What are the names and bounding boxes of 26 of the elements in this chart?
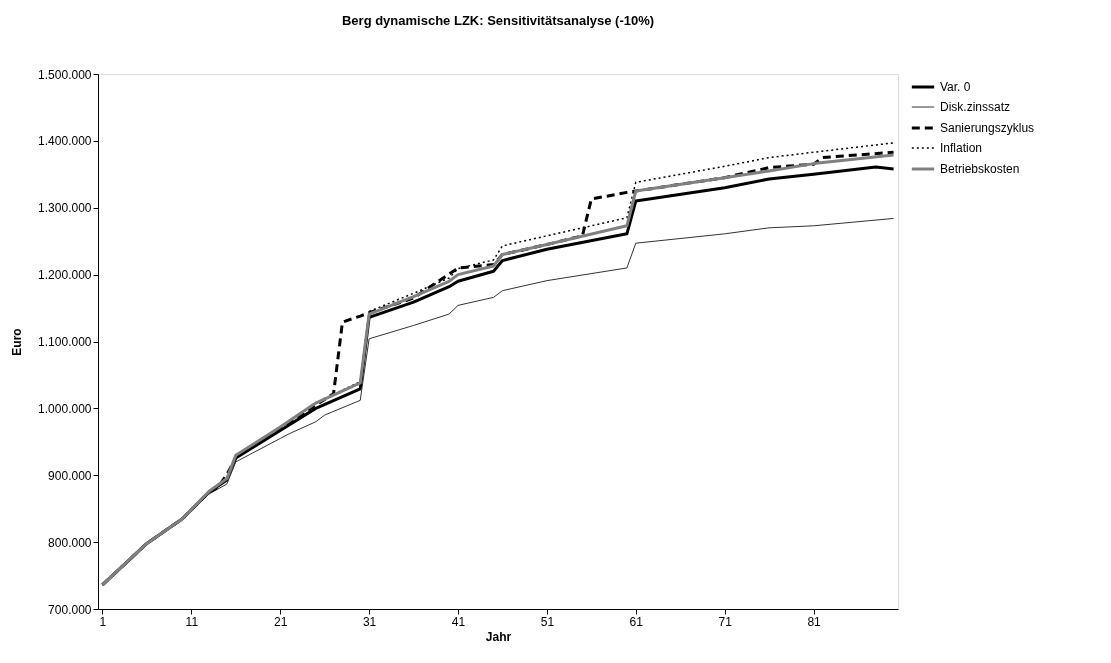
legend-label: Sanierungszyklus [940, 121, 1035, 135]
x-tick-label: 11 [185, 614, 199, 629]
x-tick-label: 31 [362, 614, 377, 629]
x-axis-title: Jahr [485, 629, 512, 644]
legend-label: Var. 0 [940, 80, 971, 94]
y-axis-title: Euro [10, 328, 25, 356]
y-tick-label: 1.300.000 [38, 201, 92, 216]
x-tick-label: 61 [629, 614, 644, 629]
legend-label: Disk.zinssatz [940, 100, 1011, 114]
y-tick-label: 900.000 [48, 468, 92, 483]
y-tick-label: 700.000 [48, 602, 92, 617]
legend-label: Inflation [940, 141, 983, 155]
y-tick-label: 1.400.000 [38, 134, 92, 149]
x-tick-label: 81 [807, 614, 822, 629]
x-tick-label: 71 [718, 614, 733, 629]
x-tick-label: 41 [451, 614, 466, 629]
x-tick-label: 51 [540, 614, 555, 629]
y-tick-label: 1.000.000 [38, 401, 92, 416]
y-tick-label: 1.500.000 [38, 67, 92, 82]
y-tick-label: 1.200.000 [38, 268, 92, 283]
x-tick-label: 21 [274, 614, 288, 629]
legend-label: Betriebskosten [940, 162, 1020, 176]
chart-title: Berg dynamische LZK: Sensitivitätsanalyse (-10%) [341, 13, 655, 28]
y-tick-label: 1.100.000 [38, 335, 92, 349]
y-tick-label: 800.000 [48, 535, 92, 550]
x-tick-label: 1 [99, 614, 107, 629]
